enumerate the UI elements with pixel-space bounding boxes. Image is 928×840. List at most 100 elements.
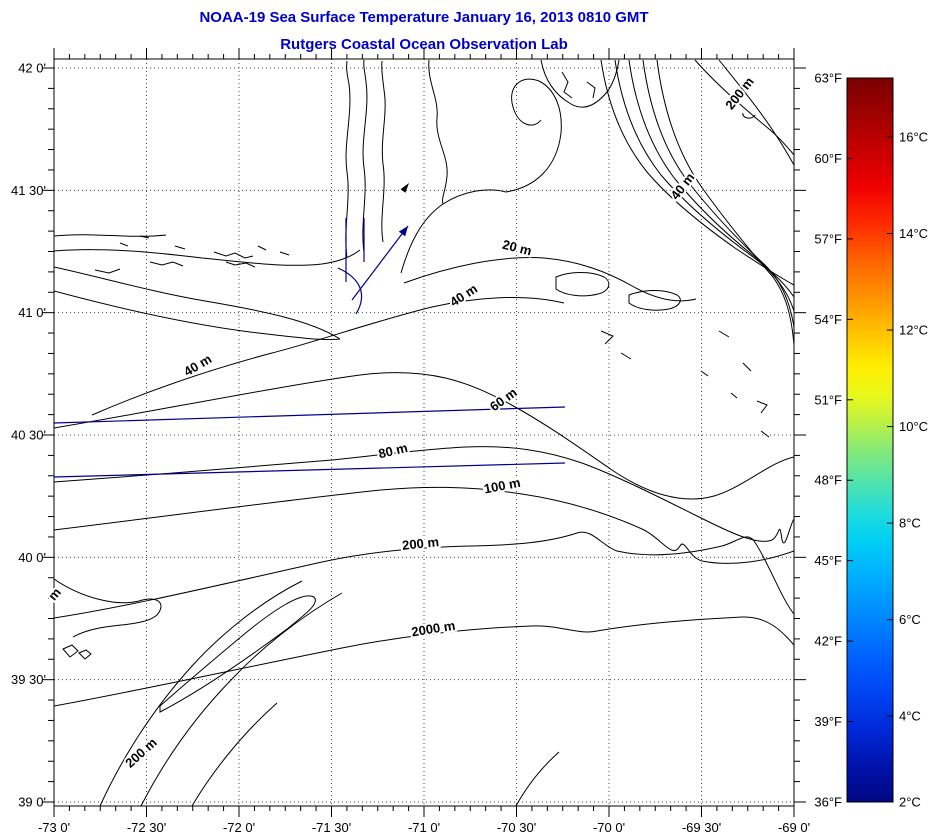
contour-200m-northeast-2 [718,59,794,166]
x-tick-label: -71 30' [312,820,351,835]
colorbar-c-label: 12°C [899,323,928,338]
sound-detail-3 [149,261,184,267]
glider-track-arc [337,267,363,315]
colorbar: 63°F 60°F 57°F 54°F 51°F 48°F 45°F 42°F 39°F 36°F… [814,71,928,810]
canyon-lens [159,595,316,713]
colorbar-c-label: 4°C [899,709,921,724]
colorbar-bar [846,77,894,803]
canyon-line-3 [191,702,278,806]
nantucket [628,290,681,311]
shoals-bundle-1 [600,59,794,286]
shoals-bundle-5 [656,59,794,346]
colorbar-f-label: 54°F [814,312,842,327]
y-tick-label: 39 0' [18,795,46,810]
contour-depth-label: 80 m [377,440,409,461]
contour-200m [54,531,794,619]
coastline-long-island-north [54,266,341,340]
contour-layer [54,59,794,806]
colorbar-f-label: 42°F [814,634,842,649]
harbor-islands-1 [561,71,573,99]
x-tick-label: -72 30' [127,820,166,835]
x-tick-label: -69 30' [682,820,721,835]
contour-depth-label: 40 m [447,281,480,310]
left-speck-2 [78,649,92,660]
narragansett-shore-1 [345,60,351,259]
contour-20m [403,257,697,302]
massachusetts-bay-coast [428,59,448,205]
colorbar-f-label: 36°F [814,795,842,810]
x-tick-label: -70 30' [497,820,536,835]
grid-layer [53,59,795,806]
right-scatter [600,330,770,438]
glider-track-arrowhead [398,226,408,237]
colorbar-f-label: 60°F [814,151,842,166]
y-tick-label: 42 0' [18,61,46,76]
contour-depth-label: 2000 m [410,618,456,640]
tick-label-layer: -73 0' -72 30' -72 0' -71 30' -71 0' -70 30' -… [11,61,810,836]
tick-layer [42,48,806,817]
contour-depth-label: 20 m [501,237,533,259]
contour-depth-label: m [45,585,64,603]
glider-track-line [54,406,566,424]
glider-track-line [351,225,409,301]
bottom-contour-fragment [515,751,560,806]
buzzards-bay-coast [400,189,507,274]
north-shore-cluster [540,59,620,108]
glider-track-layer [54,183,566,478]
contour-depth-label: 200 m [401,534,439,553]
x-tick-label: -72 0' [223,820,255,835]
sound-detail-2 [225,261,256,268]
colorbar-f-label: 63°F [814,71,842,86]
x-tick-label: -73 0' [38,820,70,835]
contour-depth-label: 60 m [487,385,520,415]
colorbar-c-label: 2°C [899,795,921,810]
coast-detail-dots [119,235,290,256]
harbor-islands-2 [586,81,596,99]
colorbar-f-label: 51°F [814,392,842,407]
shoals-bundle-2 [614,59,794,298]
y-tick-label: 40 30' [11,428,46,443]
contour-80m [54,446,794,544]
colorbar-f-label: 57°F [814,231,842,246]
colorbar-f-label: 39°F [814,714,842,729]
contour-40m [91,297,565,416]
contour-200m-northeast-1 [694,59,794,156]
sound-detail-1 [213,251,254,259]
contour-100m [54,486,794,564]
left-speck-1 [62,644,79,658]
coastline-connecticut [54,249,361,266]
colorbar-c-label: 14°C [899,226,928,241]
colorbar-f-label: 48°F [814,473,842,488]
northeast-speck [742,112,756,119]
marthas-vineyard [555,272,610,297]
colorbar-c-label: 16°C [899,129,928,144]
x-tick-label: -71 0' [408,820,440,835]
colorbar-c-label: 6°C [899,612,921,627]
cape-cod-arm [505,78,562,193]
narragansett-shore-3 [381,60,386,243]
direction-arrow [400,183,409,193]
hudson-canyon-east [140,592,343,806]
left-edge-hook [54,578,162,638]
hudson-canyon-west [99,580,303,806]
y-tick-label: 41 30' [11,183,46,198]
colorbar-c-label: 10°C [899,419,928,434]
y-tick-label: 40 0' [18,550,46,565]
colorbar-c-label: 8°C [899,516,921,531]
narragansett-shore-2 [362,59,368,253]
page-title: NOAA-19 Sea Surface Temperature January … [199,9,649,26]
sound-detail-4 [94,268,121,274]
shoals-bundle-4 [642,59,794,328]
colorbar-f-label: 45°F [814,553,842,568]
page-subtitle: Rutgers Coastal Ocean Observation Lab [280,36,568,53]
coast-detail-nw [54,234,167,237]
x-tick-label: -69 0' [778,820,810,835]
y-tick-label: 39 30' [11,672,46,687]
coastline-long-island-south [54,290,341,341]
x-tick-label: -70 0' [593,820,625,835]
glider-track-line [54,462,566,478]
y-tick-label: 41 0' [18,305,46,320]
